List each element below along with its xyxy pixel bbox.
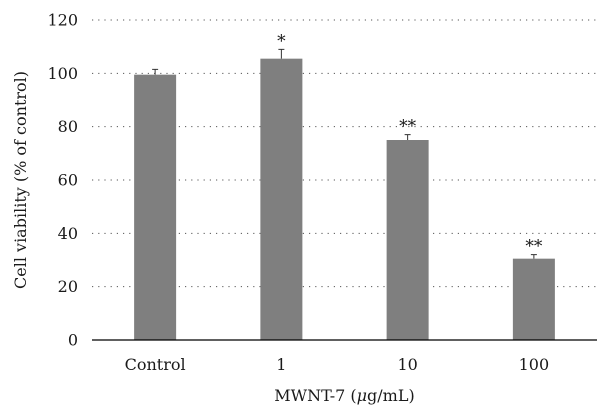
error-bar-2 [404,134,411,140]
x-tick-label-0: Control [125,355,186,374]
x-tick-labels: Control 1 10 100 [125,355,550,374]
significance-label-2: ** [399,117,417,137]
error-bar-0 [152,68,159,75]
significance-label-3: ** [525,237,543,257]
x-tick-label-3: 100 [519,355,550,374]
significance-label-1: * [277,31,286,51]
x-axis-title-part-1: MWNT-7 ( [274,386,356,405]
x-axis-title-mu: μ [357,386,367,405]
y-tick-label-60: 60 [58,171,78,190]
bar-3 [512,258,555,340]
significance-labels: ***** [277,31,543,256]
x-axis-title: MWNT-7 (μg/mL) [274,386,414,405]
y-tick-label-0: 0 [68,331,78,350]
error-bars [152,48,537,259]
y-tick-labels: 0 20 40 60 80 100 120 [47,11,78,350]
bar-0 [134,74,177,341]
y-tick-label-120: 120 [47,11,78,30]
x-tick-label-2: 10 [397,355,417,374]
x-axis-title-part-2: g/mL) [367,386,415,405]
bar-1 [260,58,303,341]
y-tick-label-100: 100 [47,64,78,83]
y-tick-label-40: 40 [58,224,78,243]
bars [134,58,555,341]
y-axis-title: Cell viability (% of control) [11,71,30,289]
bar-2 [386,140,429,340]
y-tick-label-20: 20 [58,277,78,296]
y-tick-label-80: 80 [58,117,78,136]
error-bar-3 [530,254,537,259]
x-tick-label-1: 1 [276,355,286,374]
error-bar-1 [278,48,285,59]
